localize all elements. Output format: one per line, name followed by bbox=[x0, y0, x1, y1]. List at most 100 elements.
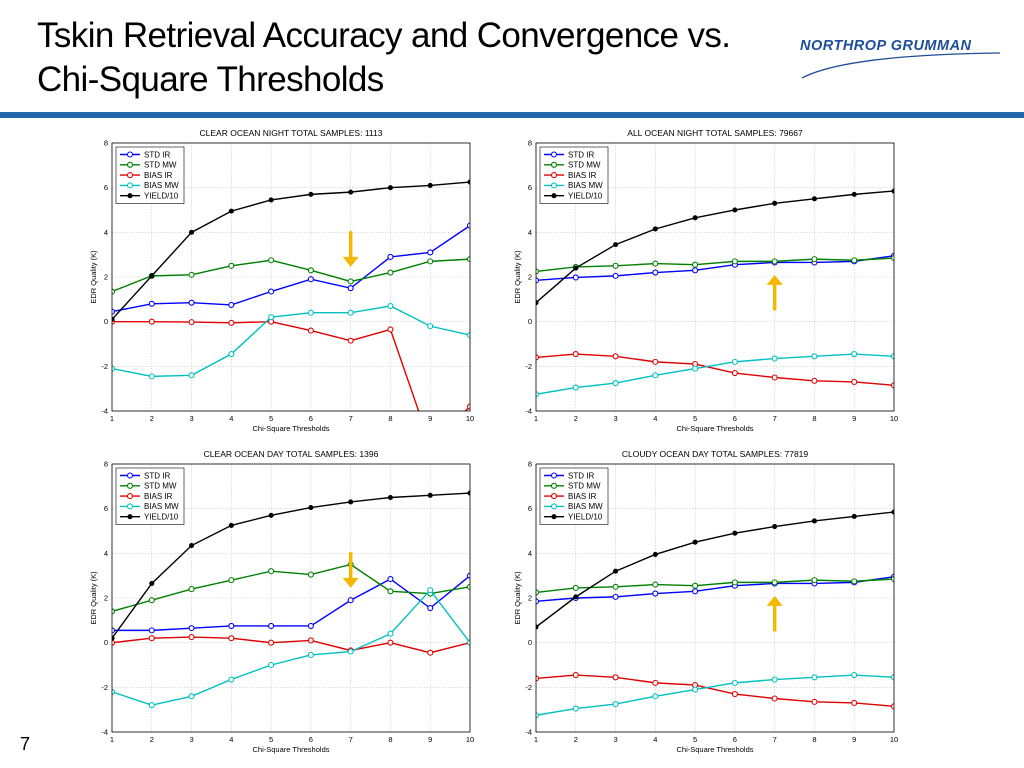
y-tick-label: 0 bbox=[104, 317, 108, 326]
series-bias-ir bbox=[536, 351, 894, 389]
x-tick-label: 4 bbox=[229, 735, 233, 744]
data-point bbox=[851, 257, 858, 264]
y-tick-label: 2 bbox=[528, 273, 532, 282]
data-point bbox=[148, 635, 155, 642]
x-tick-label: 2 bbox=[150, 735, 154, 744]
data-point bbox=[536, 300, 539, 306]
data-point bbox=[307, 571, 314, 578]
data-point bbox=[467, 490, 470, 496]
x-tick-label: 6 bbox=[309, 735, 313, 744]
data-point bbox=[572, 584, 579, 591]
x-tick-label: 10 bbox=[890, 414, 898, 423]
series-group bbox=[112, 179, 470, 411]
series-line bbox=[112, 258, 470, 293]
arrow-up-icon bbox=[766, 274, 783, 311]
data-point bbox=[148, 373, 155, 380]
legend-marker bbox=[551, 193, 557, 199]
data-point bbox=[148, 702, 155, 709]
series-group bbox=[112, 490, 470, 709]
data-point bbox=[652, 581, 659, 588]
data-point bbox=[228, 522, 234, 528]
legend-item: BIAS IR bbox=[120, 492, 173, 501]
x-tick-label: 6 bbox=[733, 414, 737, 423]
legend-item: BIAS MW bbox=[544, 181, 603, 190]
data-point bbox=[573, 594, 579, 600]
x-tick-label: 3 bbox=[189, 735, 193, 744]
data-point bbox=[652, 551, 658, 557]
series-bias-mw bbox=[112, 302, 470, 380]
axes-frame bbox=[535, 142, 895, 412]
legend-label: STD MW bbox=[144, 482, 177, 491]
data-point bbox=[890, 575, 894, 583]
data-point bbox=[188, 625, 195, 632]
x-tick-label: 8 bbox=[812, 735, 816, 744]
series-line bbox=[536, 353, 894, 395]
legend-label: STD IR bbox=[144, 150, 170, 159]
logo-swoosh bbox=[801, 52, 1001, 79]
chart-title: CLEAR OCEAN DAY TOTAL SAMPLES: 1396 bbox=[204, 449, 379, 459]
data-point bbox=[771, 355, 778, 362]
data-point bbox=[890, 703, 894, 710]
data-point bbox=[732, 207, 738, 213]
y-tick-label: 6 bbox=[104, 504, 108, 513]
x-tick-label: 6 bbox=[733, 735, 737, 744]
legend-marker bbox=[126, 493, 134, 500]
data-point bbox=[268, 512, 274, 518]
chart-clear-ocean-night: CLEAR OCEAN NIGHT TOTAL SAMPLES: 1113 1 2 3… bbox=[88, 124, 490, 436]
data-point bbox=[308, 191, 314, 197]
data-point bbox=[890, 382, 894, 389]
data-point bbox=[427, 258, 434, 265]
slide-title-line1: Tskin Retrieval Accuracy and Convergence… bbox=[37, 16, 731, 55]
chart-svg: ALL OCEAN NIGHT TOTAL SAMPLES: 79667 1 2 3 4… bbox=[513, 128, 898, 433]
data-point bbox=[652, 358, 659, 365]
x-tick-label: 5 bbox=[269, 414, 273, 423]
series-line bbox=[112, 563, 470, 613]
x-tick-label: 9 bbox=[428, 414, 432, 423]
legend-item: STD MW bbox=[120, 161, 177, 170]
arrow-up-icon bbox=[766, 595, 783, 632]
series-std-ir bbox=[112, 572, 470, 634]
legend-marker bbox=[550, 172, 558, 179]
data-point bbox=[652, 590, 659, 597]
y-tick-label: -2 bbox=[525, 683, 532, 692]
data-point bbox=[228, 319, 235, 326]
x-tick-label: 2 bbox=[574, 414, 578, 423]
x-axis-label: Chi-Square Thresholds bbox=[677, 745, 754, 754]
data-point bbox=[268, 257, 275, 264]
chart-svg: CLOUDY OCEAN DAY TOTAL SAMPLES: 77819 1 2 3… bbox=[513, 449, 898, 754]
data-point bbox=[188, 634, 195, 641]
x-tick-label: 5 bbox=[269, 735, 273, 744]
data-point bbox=[771, 579, 778, 586]
y-tick-label: 8 bbox=[104, 139, 108, 148]
axes-frame bbox=[111, 463, 471, 733]
legend-label: STD IR bbox=[144, 471, 170, 480]
legend-marker bbox=[127, 514, 133, 520]
x-axis-label: Chi-Square Thresholds bbox=[253, 745, 330, 754]
x-tick-label: 7 bbox=[773, 735, 777, 744]
data-point bbox=[612, 674, 619, 681]
legend-marker bbox=[550, 151, 558, 158]
data-point bbox=[771, 374, 778, 381]
data-point bbox=[307, 327, 314, 334]
slide-title: Tskin Retrieval Accuracy and Convergence… bbox=[37, 14, 777, 102]
data-point bbox=[466, 332, 470, 339]
data-point bbox=[307, 309, 314, 316]
data-point bbox=[268, 568, 275, 575]
series-bias-ir bbox=[112, 318, 470, 411]
data-point bbox=[851, 191, 857, 197]
series-line bbox=[536, 257, 894, 273]
legend-label: BIAS IR bbox=[144, 171, 173, 180]
y-tick-label: 4 bbox=[104, 228, 108, 237]
y-tick-label: -4 bbox=[101, 407, 108, 416]
series-std-mw bbox=[536, 254, 894, 275]
series-line bbox=[112, 492, 470, 639]
legend-label: BIAS IR bbox=[144, 492, 173, 501]
y-tick-label: 2 bbox=[528, 594, 532, 603]
data-point bbox=[811, 377, 818, 384]
chart-title: ALL OCEAN NIGHT TOTAL SAMPLES: 79667 bbox=[627, 128, 803, 138]
legend-item: BIAS MW bbox=[120, 181, 179, 190]
data-point bbox=[268, 288, 275, 295]
legend-label: STD IR bbox=[568, 471, 594, 480]
data-point bbox=[268, 314, 275, 321]
legend-label: STD MW bbox=[568, 482, 601, 491]
